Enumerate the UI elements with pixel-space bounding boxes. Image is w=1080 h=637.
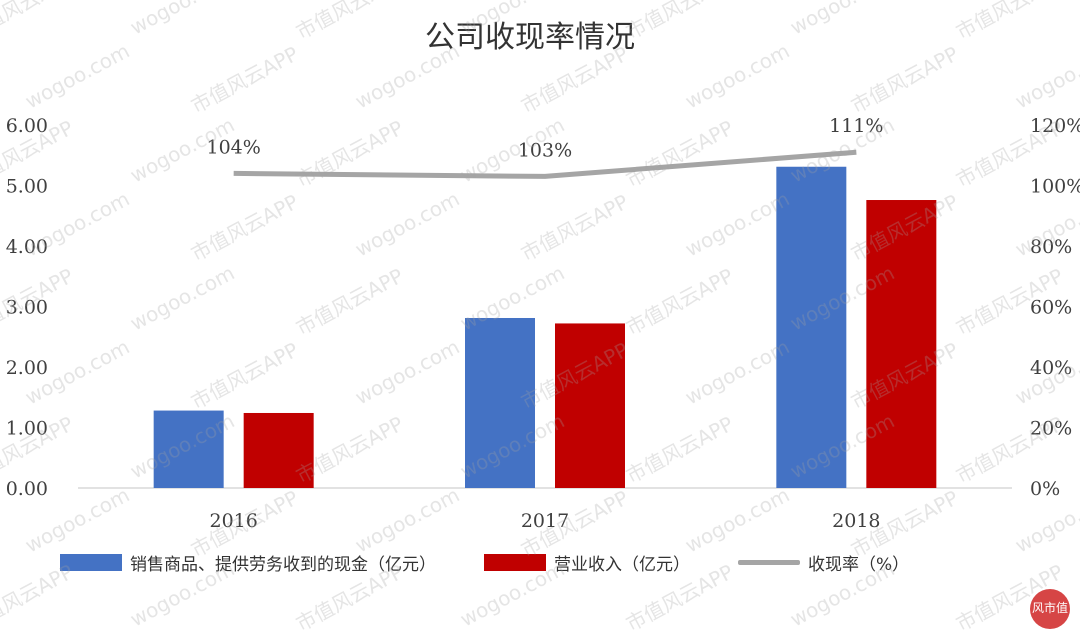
left-axis-ticks: 0.00 1.00 2.00 3.00 4.00 5.00 6.00 [6,115,48,500]
legend-swatch-rate [738,560,800,565]
legend-label-rate: 收现率（%） [808,555,910,575]
left-tick-label: 4.00 [6,236,48,258]
legend-item-rate: 收现率（%） [738,550,909,575]
legend-swatch-revenue [484,554,546,571]
right-tick-label: 0% [1030,478,1060,500]
legend-item-revenue: 营业收入（亿元） [484,550,690,575]
left-tick-label: 6.00 [6,115,48,137]
rate-data-label: 111% [829,115,883,137]
x-tick-label: 2016 [209,510,257,532]
right-tick-label: 60% [1030,297,1072,319]
legend: 销售商品、提供劳务收到的现金（亿元） 营业收入（亿元） 收现率（%） [60,550,909,575]
right-tick-label: 100% [1030,176,1080,198]
right-tick-label: 120% [1030,115,1080,137]
bar-revenue [243,412,314,488]
brand-badge: 风市值 [1030,589,1070,629]
left-tick-label: 2.00 [6,357,48,379]
left-tick-label: 1.00 [6,418,48,440]
x-tick-label: 2017 [521,510,569,532]
x-tick-label: 2018 [832,510,880,532]
bar-cash [465,317,535,488]
left-tick-label: 0.00 [6,478,48,500]
right-tick-label: 80% [1030,236,1072,258]
rate-data-label: 103% [518,139,572,161]
legend-item-cash: 销售商品、提供劳务收到的现金（亿元） [60,550,436,575]
bar-cash [776,166,847,488]
legend-label-revenue: 营业收入（亿元） [554,555,690,575]
right-axis-ticks: 0% 20% 40% 60% 80% 100% 120% [1030,115,1080,500]
bar-revenue [866,200,937,488]
bar-revenue [555,323,625,488]
rate-line-group: 104% 103% 111% [207,115,883,179]
legend-label-cash: 销售商品、提供劳务收到的现金（亿元） [130,555,436,575]
legend-swatch-cash [60,554,122,571]
x-axis-labels: 2016 2017 2018 [209,510,880,532]
chart-title: 公司收现率情况 [425,20,635,55]
bars-group [153,166,937,488]
right-tick-label: 40% [1030,357,1072,379]
rate-line [233,149,857,179]
left-tick-label: 3.00 [6,297,48,319]
rate-data-label: 104% [207,136,261,158]
left-tick-label: 5.00 [6,176,48,198]
right-tick-label: 20% [1030,418,1072,440]
bar-cash [153,410,224,488]
